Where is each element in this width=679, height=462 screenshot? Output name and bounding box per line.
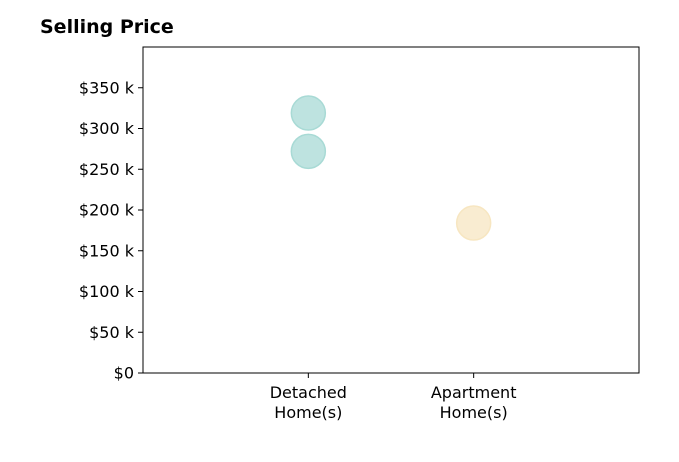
y-tick-label: $150 k	[79, 241, 135, 260]
y-tick-label: $350 k	[79, 78, 135, 97]
y-tick-label: $250 k	[79, 160, 135, 179]
x-tick-label: Detached	[270, 383, 347, 402]
x-tick-label: Home(s)	[440, 403, 508, 422]
y-tick-label: $50 k	[89, 323, 135, 342]
y-axis: $0 $50 k $100 k $150 k $200 k $250 k $300 k $35…	[79, 78, 143, 383]
y-tick-label: $100 k	[79, 282, 135, 301]
x-tick-label: Apartment	[431, 383, 517, 402]
y-tick-label: $300 k	[79, 119, 135, 138]
plot-frame	[142, 46, 640, 374]
chart-title: Selling Price	[40, 16, 174, 38]
y-tick-label: $200 k	[79, 201, 135, 220]
data-points	[290, 95, 492, 241]
data-point	[290, 95, 327, 131]
x-tick-label: Home(s)	[274, 403, 342, 422]
data-point	[290, 133, 327, 170]
y-tick-label: $0	[114, 364, 134, 383]
data-point	[455, 205, 492, 241]
